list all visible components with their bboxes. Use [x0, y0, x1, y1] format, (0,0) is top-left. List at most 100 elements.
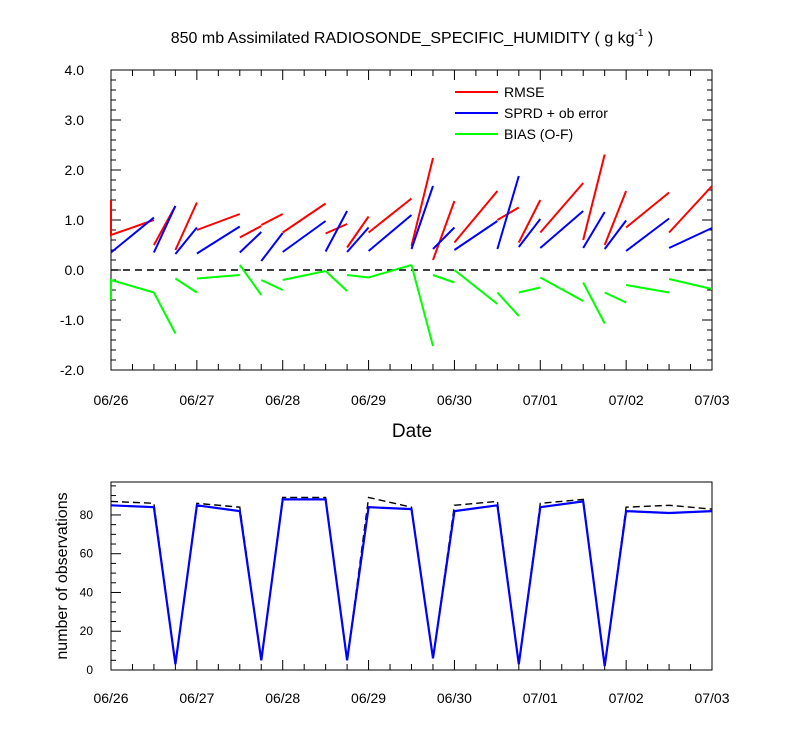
legend: RMSE SPRD + ob error BIAS (O-F) — [455, 84, 608, 142]
series-assimilated — [110, 498, 713, 667]
x-tick-label: 07/03 — [694, 690, 729, 706]
series-segment — [668, 227, 713, 249]
series-segment — [239, 231, 262, 254]
series-sprd-ob-error — [110, 175, 713, 262]
legend-label-sprd: SPRD + ob error — [504, 105, 608, 121]
series-segment — [625, 191, 670, 229]
series-segment — [324, 210, 348, 252]
y-tick-label: 3.0 — [65, 112, 85, 128]
bottom-tick-labels: 06/26 06/27 06/28 06/29 06/30 07/01 07/02 07/03… — [80, 508, 730, 706]
y-tick-label: 0 — [86, 663, 93, 677]
chart-title-superscript: -1 — [635, 28, 644, 39]
series-segment — [582, 282, 606, 324]
bottom-ticks — [110, 485, 713, 671]
series-segment — [260, 232, 284, 262]
x-tick-label: 07/02 — [609, 392, 644, 408]
y-tick-label: 60 — [80, 547, 94, 561]
top-ticks — [110, 69, 713, 371]
series-segment — [432, 200, 456, 261]
y-tick-label: -2.0 — [60, 362, 84, 378]
series-segment — [174, 277, 198, 294]
series-segment — [604, 291, 627, 304]
series-segment — [196, 274, 240, 280]
series-segment — [282, 220, 327, 253]
series-segment — [260, 279, 284, 291]
series-segment — [239, 225, 262, 239]
series-segment — [410, 264, 434, 347]
series-segment — [368, 264, 412, 279]
series-segment — [582, 211, 606, 249]
series-segment — [432, 226, 456, 250]
series-segment — [603, 190, 628, 246]
series-segment — [582, 154, 606, 241]
series-segment — [174, 226, 198, 255]
series-segment — [603, 219, 627, 250]
x-tick-label: 06/30 — [437, 392, 472, 408]
x-axis-label: Date — [392, 421, 432, 442]
series-segment — [625, 284, 670, 294]
legend-label-rmse: RMSE — [504, 84, 544, 100]
series-segment — [539, 210, 584, 249]
top-plot-frame — [110, 69, 713, 371]
y-tick-label: 0.0 — [65, 262, 85, 278]
y-axis-label-bottom: number of observations — [54, 492, 71, 659]
series-bias-o-f — [110, 264, 713, 347]
series-segment — [410, 157, 434, 247]
y-tick-label: 20 — [80, 624, 94, 638]
y-tick-label: 1.0 — [65, 212, 85, 228]
series-segment — [152, 205, 177, 253]
y-tick-label: 2.0 — [65, 162, 85, 178]
chart-title: 850 mb Assimilated RADIOSONDE_SPECIFIC_H… — [171, 28, 654, 47]
series-possible — [110, 496, 713, 667]
series-segment — [174, 202, 198, 251]
legend-label-bias: BIAS (O-F) — [504, 126, 573, 142]
series-segment — [453, 220, 498, 251]
x-tick-label: 07/01 — [523, 392, 558, 408]
x-tick-label: 06/26 — [93, 690, 128, 706]
y-tick-label: 4.0 — [65, 62, 85, 78]
series-segment — [325, 223, 348, 235]
y-tick-label: 40 — [80, 585, 94, 599]
series-segment — [517, 199, 542, 243]
series-segment — [496, 291, 520, 317]
series-segment — [432, 274, 455, 284]
series-segment — [346, 215, 370, 249]
series-segment — [518, 218, 542, 248]
series-segment — [110, 278, 155, 300]
x-tick-label: 07/03 — [694, 392, 729, 408]
top-panel: 06/26 06/27 06/28 06/29 06/30 07/01 07/02 07/03… — [60, 62, 730, 442]
y-tick-label: 80 — [80, 508, 94, 522]
series-segment — [346, 226, 370, 253]
chart-title-end: ) — [643, 30, 653, 47]
series-segment — [496, 175, 520, 250]
series-segment — [260, 213, 284, 226]
series-segment — [668, 278, 713, 290]
series-segment — [518, 286, 541, 294]
x-tick-label: 07/02 — [609, 690, 644, 706]
series-segment — [539, 182, 584, 234]
series-segment — [410, 185, 434, 250]
series-segment — [196, 225, 241, 255]
x-tick-label: 06/29 — [351, 392, 386, 408]
x-tick-label: 07/01 — [523, 690, 558, 706]
series-segment — [539, 276, 584, 302]
x-tick-label: 06/27 — [179, 392, 214, 408]
series-segment — [196, 213, 241, 231]
series-segment — [238, 264, 263, 296]
series-segment — [367, 214, 413, 252]
x-tick-label: 06/30 — [437, 690, 472, 706]
top-series — [110, 154, 713, 347]
x-tick-label: 06/27 — [179, 690, 214, 706]
series-segment — [110, 200, 155, 237]
x-tick-label: 06/28 — [265, 392, 300, 408]
series-segment — [324, 270, 348, 292]
series-segment — [346, 274, 369, 279]
bottom-series — [110, 496, 713, 667]
series-segment — [625, 217, 670, 252]
series-segment — [282, 270, 326, 281]
x-tick-label: 06/26 — [93, 392, 128, 408]
chart-title-main: 850 mb Assimilated RADIOSONDE_SPECIFIC_H… — [171, 30, 635, 47]
series-rmse — [110, 154, 713, 261]
top-tick-labels: 06/26 06/27 06/28 06/29 06/30 07/01 07/02 07/03… — [60, 62, 730, 408]
